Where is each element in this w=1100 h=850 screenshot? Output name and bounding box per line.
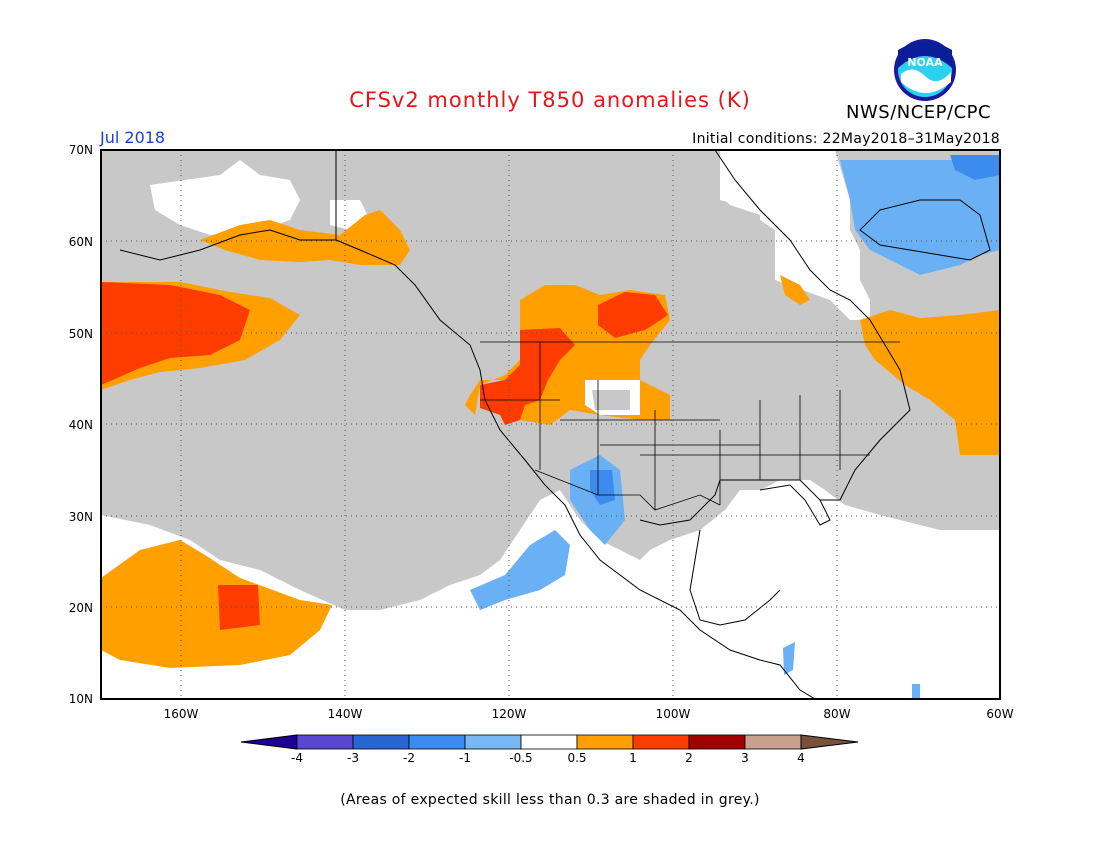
legend-tick: 0.5 [567,751,586,765]
legend-tick: 2 [685,751,693,765]
lon-label: 120W [492,707,527,721]
lat-label: 70N [69,143,93,157]
noaa-logo: NOAA [894,39,956,101]
legend-swatch [688,734,746,750]
legend-swatch [296,734,354,750]
initial-conditions: Initial conditions: 22May2018–31May2018 [692,131,1000,147]
organization-label: NWS/NCEP/CPC [846,102,992,123]
legend-swatch [576,734,634,750]
legend-tick: -2 [403,751,415,765]
legend-tick: -0.5 [509,751,532,765]
lon-label: 80W [823,707,850,721]
map-fill-layer [101,150,1000,699]
legend-swatch [520,734,578,750]
lat-label: 30N [69,510,93,524]
legend-tick: 3 [741,751,749,765]
lon-label: 140W [328,707,363,721]
legend-swatch [464,734,522,750]
lat-label: 40N [69,418,93,432]
borders [480,341,900,511]
legend-swatch [408,734,466,750]
map-frame [100,149,1001,700]
coastlines [119,150,991,699]
legend-tick: -3 [347,751,359,765]
legend-arrow-left [240,734,298,750]
chart-title: CFSv2 monthly T850 anomalies (K) [349,88,751,112]
legend-tick: 1 [629,751,637,765]
legend-tick: -4 [291,751,303,765]
lat-label: 50N [69,327,93,341]
legend-arrow-right [800,734,859,750]
legend-tick: 4 [797,751,805,765]
lon-label: 100W [656,707,691,721]
skill-footnote: (Areas of expected skill less than 0.3 a… [340,792,760,808]
lat-label: 20N [69,601,93,615]
lat-label: 10N [69,692,93,706]
forecast-month: Jul 2018 [100,128,166,147]
lon-label: 60W [986,707,1013,721]
lat-label: 60N [69,235,93,249]
legend-swatch [352,734,410,750]
legend-tick: -1 [459,751,471,765]
legend-swatch [632,734,690,750]
svg-text:NOAA: NOAA [907,56,943,69]
legend-swatch [744,734,802,750]
color-legend [240,734,859,750]
lon-label: 160W [164,707,199,721]
